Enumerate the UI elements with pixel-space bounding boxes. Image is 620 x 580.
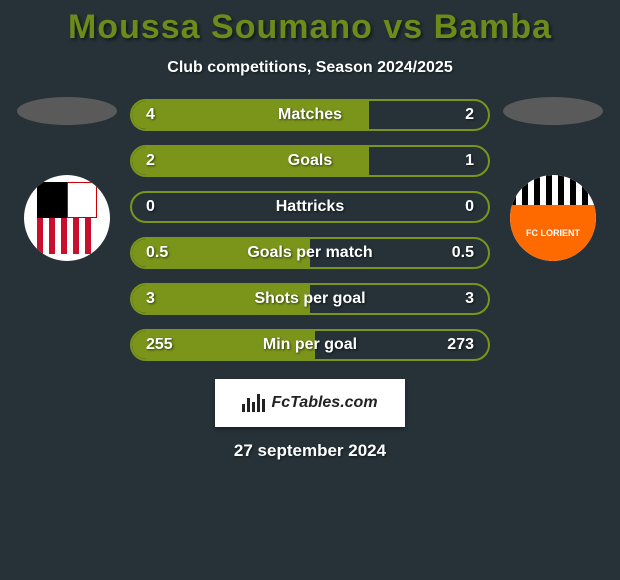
- stat-bar: 0.5Goals per match0.5: [130, 237, 490, 269]
- stat-bar: 0Hattricks0: [130, 191, 490, 223]
- player1-ellipse: [17, 97, 117, 125]
- comparison-card: Moussa Soumano vs Bamba Club competition…: [0, 0, 620, 469]
- credit-chart-icon: [242, 394, 265, 412]
- subtitle: Club competitions, Season 2024/2025: [12, 59, 608, 77]
- stat-label: Shots per goal: [186, 290, 434, 308]
- player2-club-badge: FC LORIENT: [510, 175, 596, 261]
- player2-column: FC LORIENT: [498, 97, 608, 261]
- stat-left-value: 4: [146, 106, 186, 124]
- stat-bar: 3Shots per goal3: [130, 283, 490, 315]
- stat-left-value: 0: [146, 198, 186, 216]
- date-label: 27 september 2024: [12, 441, 608, 461]
- main-row: 4Matches22Goals10Hattricks00.5Goals per …: [12, 97, 608, 361]
- stat-bar: 255Min per goal273: [130, 329, 490, 361]
- stat-label: Matches: [186, 106, 434, 124]
- player1-column: [12, 97, 122, 261]
- stat-right-value: 3: [434, 290, 474, 308]
- stat-left-value: 3: [146, 290, 186, 308]
- stats-column: 4Matches22Goals10Hattricks00.5Goals per …: [130, 97, 490, 361]
- stat-right-value: 0: [434, 198, 474, 216]
- stat-label: Hattricks: [186, 198, 434, 216]
- stat-right-value: 273: [434, 336, 474, 354]
- stat-right-value: 1: [434, 152, 474, 170]
- stat-bar: 2Goals1: [130, 145, 490, 177]
- stat-bar: 4Matches2: [130, 99, 490, 131]
- stat-label: Min per goal: [186, 336, 434, 354]
- stat-label: Goals: [186, 152, 434, 170]
- credit-text: FcTables.com: [271, 394, 377, 412]
- stat-left-value: 255: [146, 336, 186, 354]
- stat-right-value: 0.5: [434, 244, 474, 262]
- stat-left-value: 2: [146, 152, 186, 170]
- player2-ellipse: [503, 97, 603, 125]
- page-title: Moussa Soumano vs Bamba: [12, 8, 608, 47]
- club-crest-left: [37, 182, 97, 254]
- stat-label: Goals per match: [186, 244, 434, 262]
- stat-left-value: 0.5: [146, 244, 186, 262]
- stat-right-value: 2: [434, 106, 474, 124]
- credit-badge: FcTables.com: [215, 379, 405, 427]
- player1-club-badge: [24, 175, 110, 261]
- club-crest-right: FC LORIENT: [510, 175, 596, 261]
